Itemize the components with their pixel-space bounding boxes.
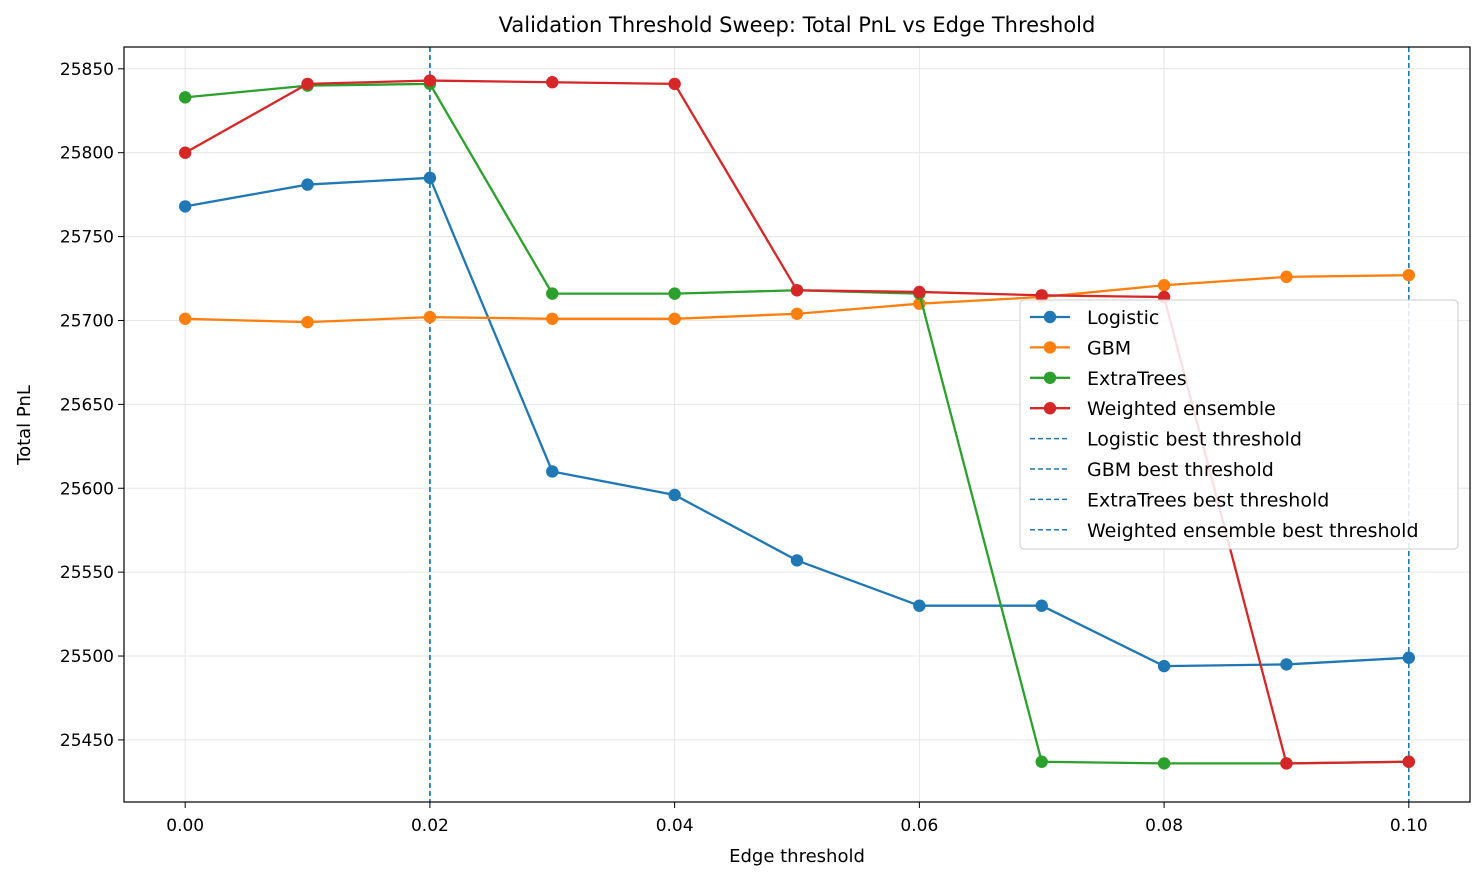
- data-point: [546, 312, 559, 325]
- y-axis-label: Total PnL: [14, 385, 35, 466]
- data-point: [668, 488, 681, 502]
- x-tick-label: 0.00: [166, 816, 204, 836]
- data-point: [1157, 279, 1171, 292]
- legend-label: Weighted ensemble best threshold: [1087, 520, 1419, 542]
- legend-marker: [1043, 371, 1057, 384]
- y-tick-label: 25650: [60, 395, 114, 415]
- legend-marker: [1043, 402, 1057, 415]
- data-point: [1035, 755, 1048, 768]
- data-point: [546, 465, 559, 478]
- legend-label: Weighted ensemble: [1087, 398, 1276, 420]
- data-point: [178, 312, 192, 325]
- data-point: [1402, 651, 1416, 664]
- data-point: [301, 315, 314, 329]
- data-point: [178, 200, 192, 213]
- data-point: [1280, 658, 1293, 671]
- x-tick-label: 0.06: [900, 816, 938, 836]
- data-point: [668, 312, 681, 325]
- y-axis-ticks: 25450 25500 25550 25600 25650 25700 25750 25800…: [60, 60, 124, 751]
- series-gbm: [178, 268, 1416, 329]
- data-point: [301, 178, 314, 191]
- data-point: [178, 146, 192, 159]
- data-point: [790, 284, 804, 297]
- data-point: [1035, 289, 1048, 302]
- legend-label: GBM: [1087, 337, 1131, 359]
- y-tick-label: 25850: [60, 60, 114, 80]
- data-point: [301, 77, 314, 91]
- y-tick-label: 25550: [60, 563, 114, 583]
- legend-label: Logistic best threshold: [1087, 429, 1302, 451]
- data-point: [1402, 268, 1416, 282]
- legend-box: [1019, 299, 1459, 550]
- legend: Logistic GBM ExtraTrees Weighted ensemble Lo…: [1019, 299, 1459, 550]
- x-tick-label: 0.02: [411, 816, 449, 836]
- data-point: [178, 91, 192, 104]
- x-axis-ticks: 0.00 0.02 0.04 0.06 0.08 0.10: [166, 802, 1428, 836]
- x-tick-label: 0.08: [1145, 816, 1183, 836]
- data-point: [423, 74, 437, 87]
- data-point: [913, 285, 926, 299]
- legend-label: ExtraTrees best threshold: [1087, 489, 1329, 511]
- legend-label: GBM best threshold: [1087, 459, 1274, 481]
- legend-label: ExtraTrees: [1087, 368, 1187, 390]
- data-point: [423, 310, 437, 324]
- data-point: [1035, 599, 1048, 612]
- data-point: [668, 287, 681, 300]
- data-point: [546, 287, 559, 300]
- x-tick-label: 0.04: [656, 816, 694, 836]
- data-point: [913, 599, 926, 612]
- data-point: [1157, 757, 1171, 770]
- y-tick-label: 25700: [60, 311, 114, 331]
- series-logistic: [178, 171, 1416, 673]
- legend-label: Logistic: [1087, 307, 1159, 329]
- plot-frame: [123, 46, 1471, 803]
- x-tick-label: 0.10: [1390, 816, 1428, 836]
- data-point: [1280, 270, 1293, 284]
- chart-title: Validation Threshold Sweep: Total PnL vs…: [499, 13, 1096, 37]
- data-point: [546, 76, 559, 89]
- y-tick-label: 25600: [60, 479, 114, 499]
- legend-marker: [1043, 310, 1057, 324]
- data-point: [668, 77, 681, 91]
- y-tick-label: 25500: [60, 647, 114, 667]
- y-tick-label: 25800: [60, 144, 114, 164]
- data-point: [790, 307, 804, 320]
- legend-marker: [1043, 341, 1057, 354]
- y-tick-label: 25750: [60, 228, 114, 248]
- y-tick-label: 25450: [60, 731, 114, 751]
- x-axis-label: Edge threshold: [729, 846, 865, 867]
- data-point: [790, 554, 804, 567]
- data-point: [423, 171, 437, 185]
- data-point: [1402, 755, 1416, 768]
- data-point: [1157, 659, 1171, 673]
- data-point: [1280, 757, 1293, 770]
